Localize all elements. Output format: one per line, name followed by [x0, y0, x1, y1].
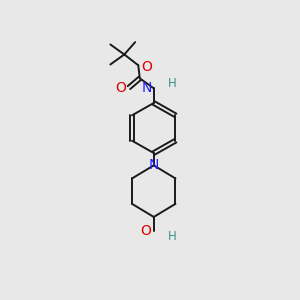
- Text: O: O: [116, 81, 127, 94]
- Text: N: N: [142, 81, 152, 95]
- Text: H: H: [168, 77, 176, 90]
- Text: O: O: [140, 224, 151, 238]
- Text: N: N: [148, 158, 159, 172]
- Text: H: H: [168, 230, 176, 244]
- Text: O: O: [141, 60, 152, 74]
